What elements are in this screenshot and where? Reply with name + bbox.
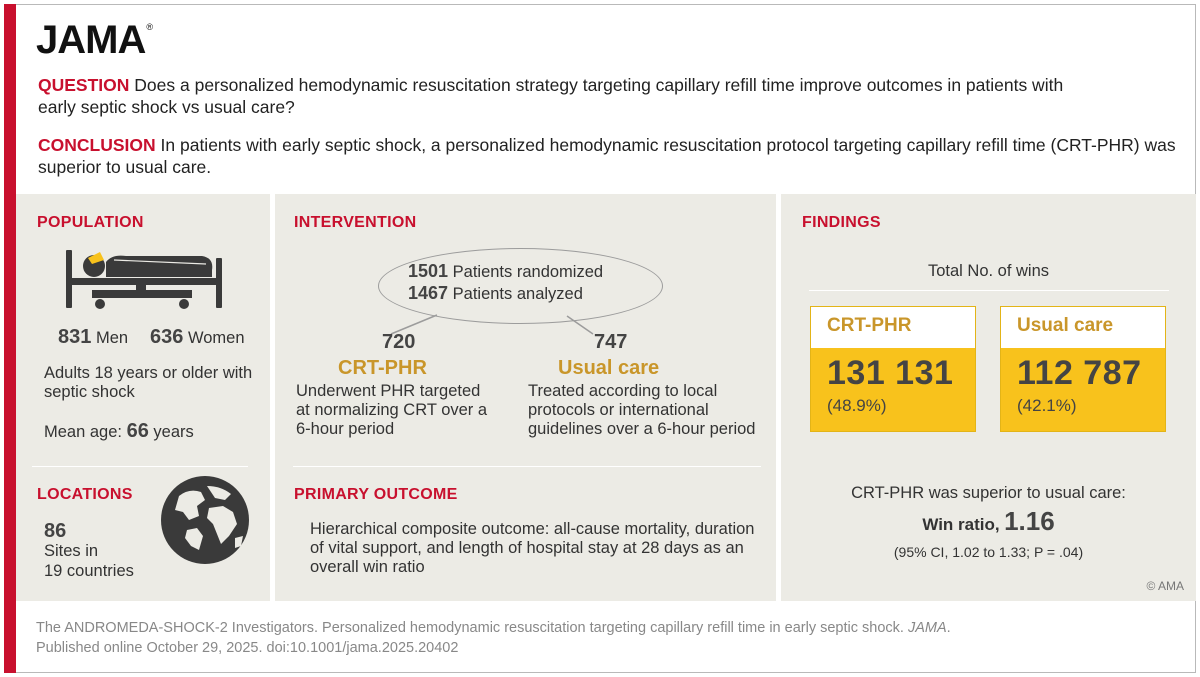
arm1-description: Underwent PHR targeted at normalizing CR… [296, 382, 488, 438]
findings-summary: CRT-PHR was superior to usual care: [851, 484, 1126, 502]
population-panel: POPULATION 831 Men 636 Women Adults 18 y… [16, 194, 270, 601]
wins-value: 131 131 [827, 354, 954, 392]
wins-divider [809, 290, 1169, 291]
men-count: 831 Men [58, 326, 129, 348]
arm2-description: Treated according to local protocols or … [528, 382, 756, 438]
crt-phr-wins-box: CRT-PHR 131 131 (48.9%) [810, 306, 976, 432]
population-header: POPULATION [37, 214, 144, 231]
group-name: Usual care [1017, 315, 1114, 336]
copyright: © AMA [1146, 579, 1184, 593]
question-text: Does a personalized hemodynamic resuscit… [38, 75, 1064, 117]
arm2-name: Usual care [558, 357, 660, 379]
usual-care-wins-box: Usual care 112 787 (42.1%) [1000, 306, 1166, 432]
group-name: CRT-PHR [827, 315, 912, 336]
hospital-bed-icon [66, 250, 222, 309]
citation-line-1: The ANDROMEDA-SHOCK-2 Investigators. Per… [36, 620, 951, 636]
arm1-name: CRT-PHR [338, 357, 427, 379]
intervention-header: INTERVENTION [294, 214, 417, 231]
globe-icon [161, 476, 249, 564]
wins-title: Total No. of wins [927, 262, 1050, 280]
countries-count: 19 countries [44, 562, 134, 580]
divider [32, 466, 248, 467]
wins-percent: (48.9%) [827, 396, 887, 415]
population-description: Adults 18 years or older with septic sho… [44, 364, 253, 401]
conclusion-text: In patients with early septic shock, a p… [38, 135, 1176, 177]
findings-header: FINDINGS [802, 214, 881, 231]
confidence-interval: (95% CI, 1.02 to 1.33; P = .04) [893, 544, 1084, 560]
arm2-count: 747 [594, 331, 628, 353]
accent-bar [4, 4, 16, 673]
mean-age: Mean age: 66 years [44, 420, 194, 442]
question: QUESTION Does a personalized hemodynamic… [38, 74, 1098, 118]
conclusion: CONCLUSION In patients with early septic… [38, 134, 1188, 178]
citation-line-2: Published online October 29, 2025. doi:1… [36, 640, 459, 656]
primary-outcome-text: Hierarchical composite outcome: all-caus… [310, 520, 755, 576]
randomized-count: 1501 Patients randomized [408, 261, 604, 282]
primary-outcome-header: PRIMARY OUTCOME [294, 486, 458, 503]
analyzed-count: 1467 Patients analyzed [408, 283, 583, 304]
win-ratio: Win ratio, 1.16 [922, 506, 1055, 536]
sites-count: 86 [44, 520, 67, 542]
women-count: 636 Women [150, 326, 245, 348]
conclusion-label: CONCLUSION [38, 135, 156, 155]
divider [293, 466, 761, 467]
locations-header: LOCATIONS [37, 486, 133, 503]
findings-panel: FINDINGS Total No. of wins CRT-PHR 131 1… [781, 194, 1196, 601]
jama-logo: JAMA® [36, 18, 153, 62]
intervention-panel: INTERVENTION 1501 Patients randomized 14… [275, 194, 776, 601]
wins-percent: (42.1%) [1017, 396, 1077, 415]
question-label: QUESTION [38, 75, 130, 95]
sites-label: Sites in [44, 542, 99, 560]
arm1-count: 720 [382, 331, 416, 353]
wins-value: 112 787 [1017, 354, 1142, 392]
allocation-lines [390, 314, 594, 335]
randomization-oval [378, 248, 663, 324]
